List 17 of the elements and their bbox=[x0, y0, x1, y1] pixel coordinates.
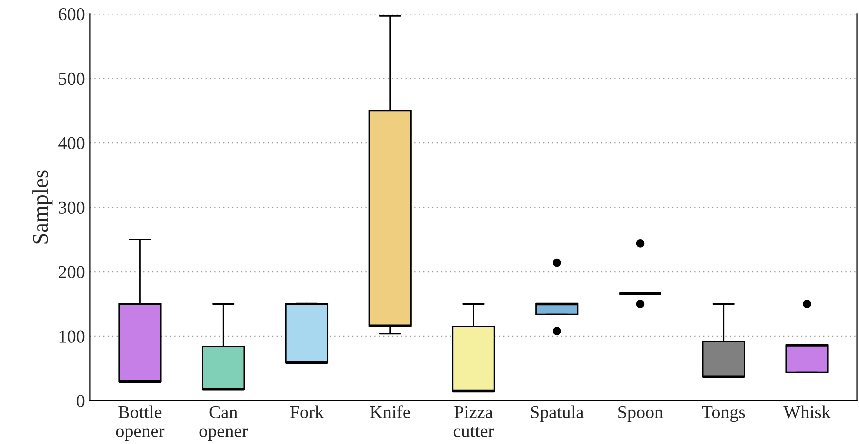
y-tick-label: 200 bbox=[59, 266, 85, 278]
x-tick-label: Fork bbox=[290, 406, 324, 418]
x-tick-label: Whisk bbox=[784, 406, 831, 419]
y-tick-label: 500 bbox=[59, 72, 85, 86]
y-tick-label: 600 bbox=[59, 8, 85, 21]
x-tick-label: Knife bbox=[370, 406, 410, 418]
x-tick-label: Spoon bbox=[618, 406, 664, 422]
y-tick-label: 400 bbox=[58, 137, 85, 150]
x-tick-label: Can opener bbox=[200, 406, 248, 442]
y-axis-title: Samples bbox=[32, 170, 53, 244]
x-tick-label: Tongs bbox=[702, 406, 746, 422]
y-tick-label: 0 bbox=[76, 395, 85, 408]
y-tick-label: 300 bbox=[59, 202, 85, 214]
x-tick-label: Spatula bbox=[531, 406, 584, 422]
x-tick-label: Pizza cutter bbox=[454, 406, 494, 438]
y-tick-label: 100 bbox=[60, 330, 85, 343]
x-tick-label: Bottle opener bbox=[116, 406, 165, 442]
